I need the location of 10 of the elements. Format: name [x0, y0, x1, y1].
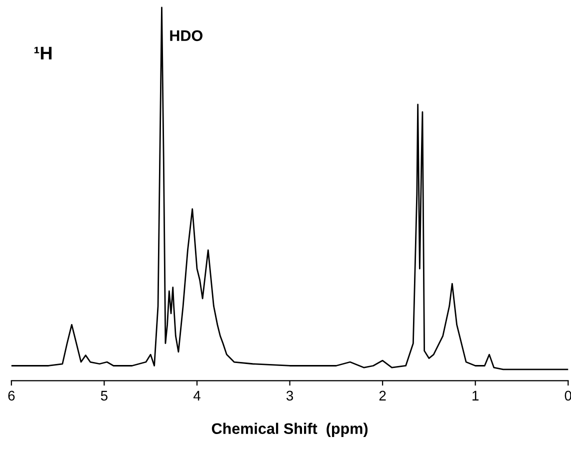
annotation: HDO: [170, 30, 202, 42]
annotation: ¹H: [34, 46, 52, 60]
x-tick-label: 1: [472, 390, 479, 400]
x-tick-label: 6: [8, 390, 15, 401]
x-tick-label: 2: [379, 390, 386, 400]
x-tick-label: 3: [286, 390, 294, 401]
x-tick-label: 5: [100, 390, 108, 401]
x-tick-label: 0: [564, 390, 571, 401]
x-tick-label: 4: [193, 390, 200, 400]
x-axis-title: Chemical Shift (ppm): [212, 422, 368, 438]
